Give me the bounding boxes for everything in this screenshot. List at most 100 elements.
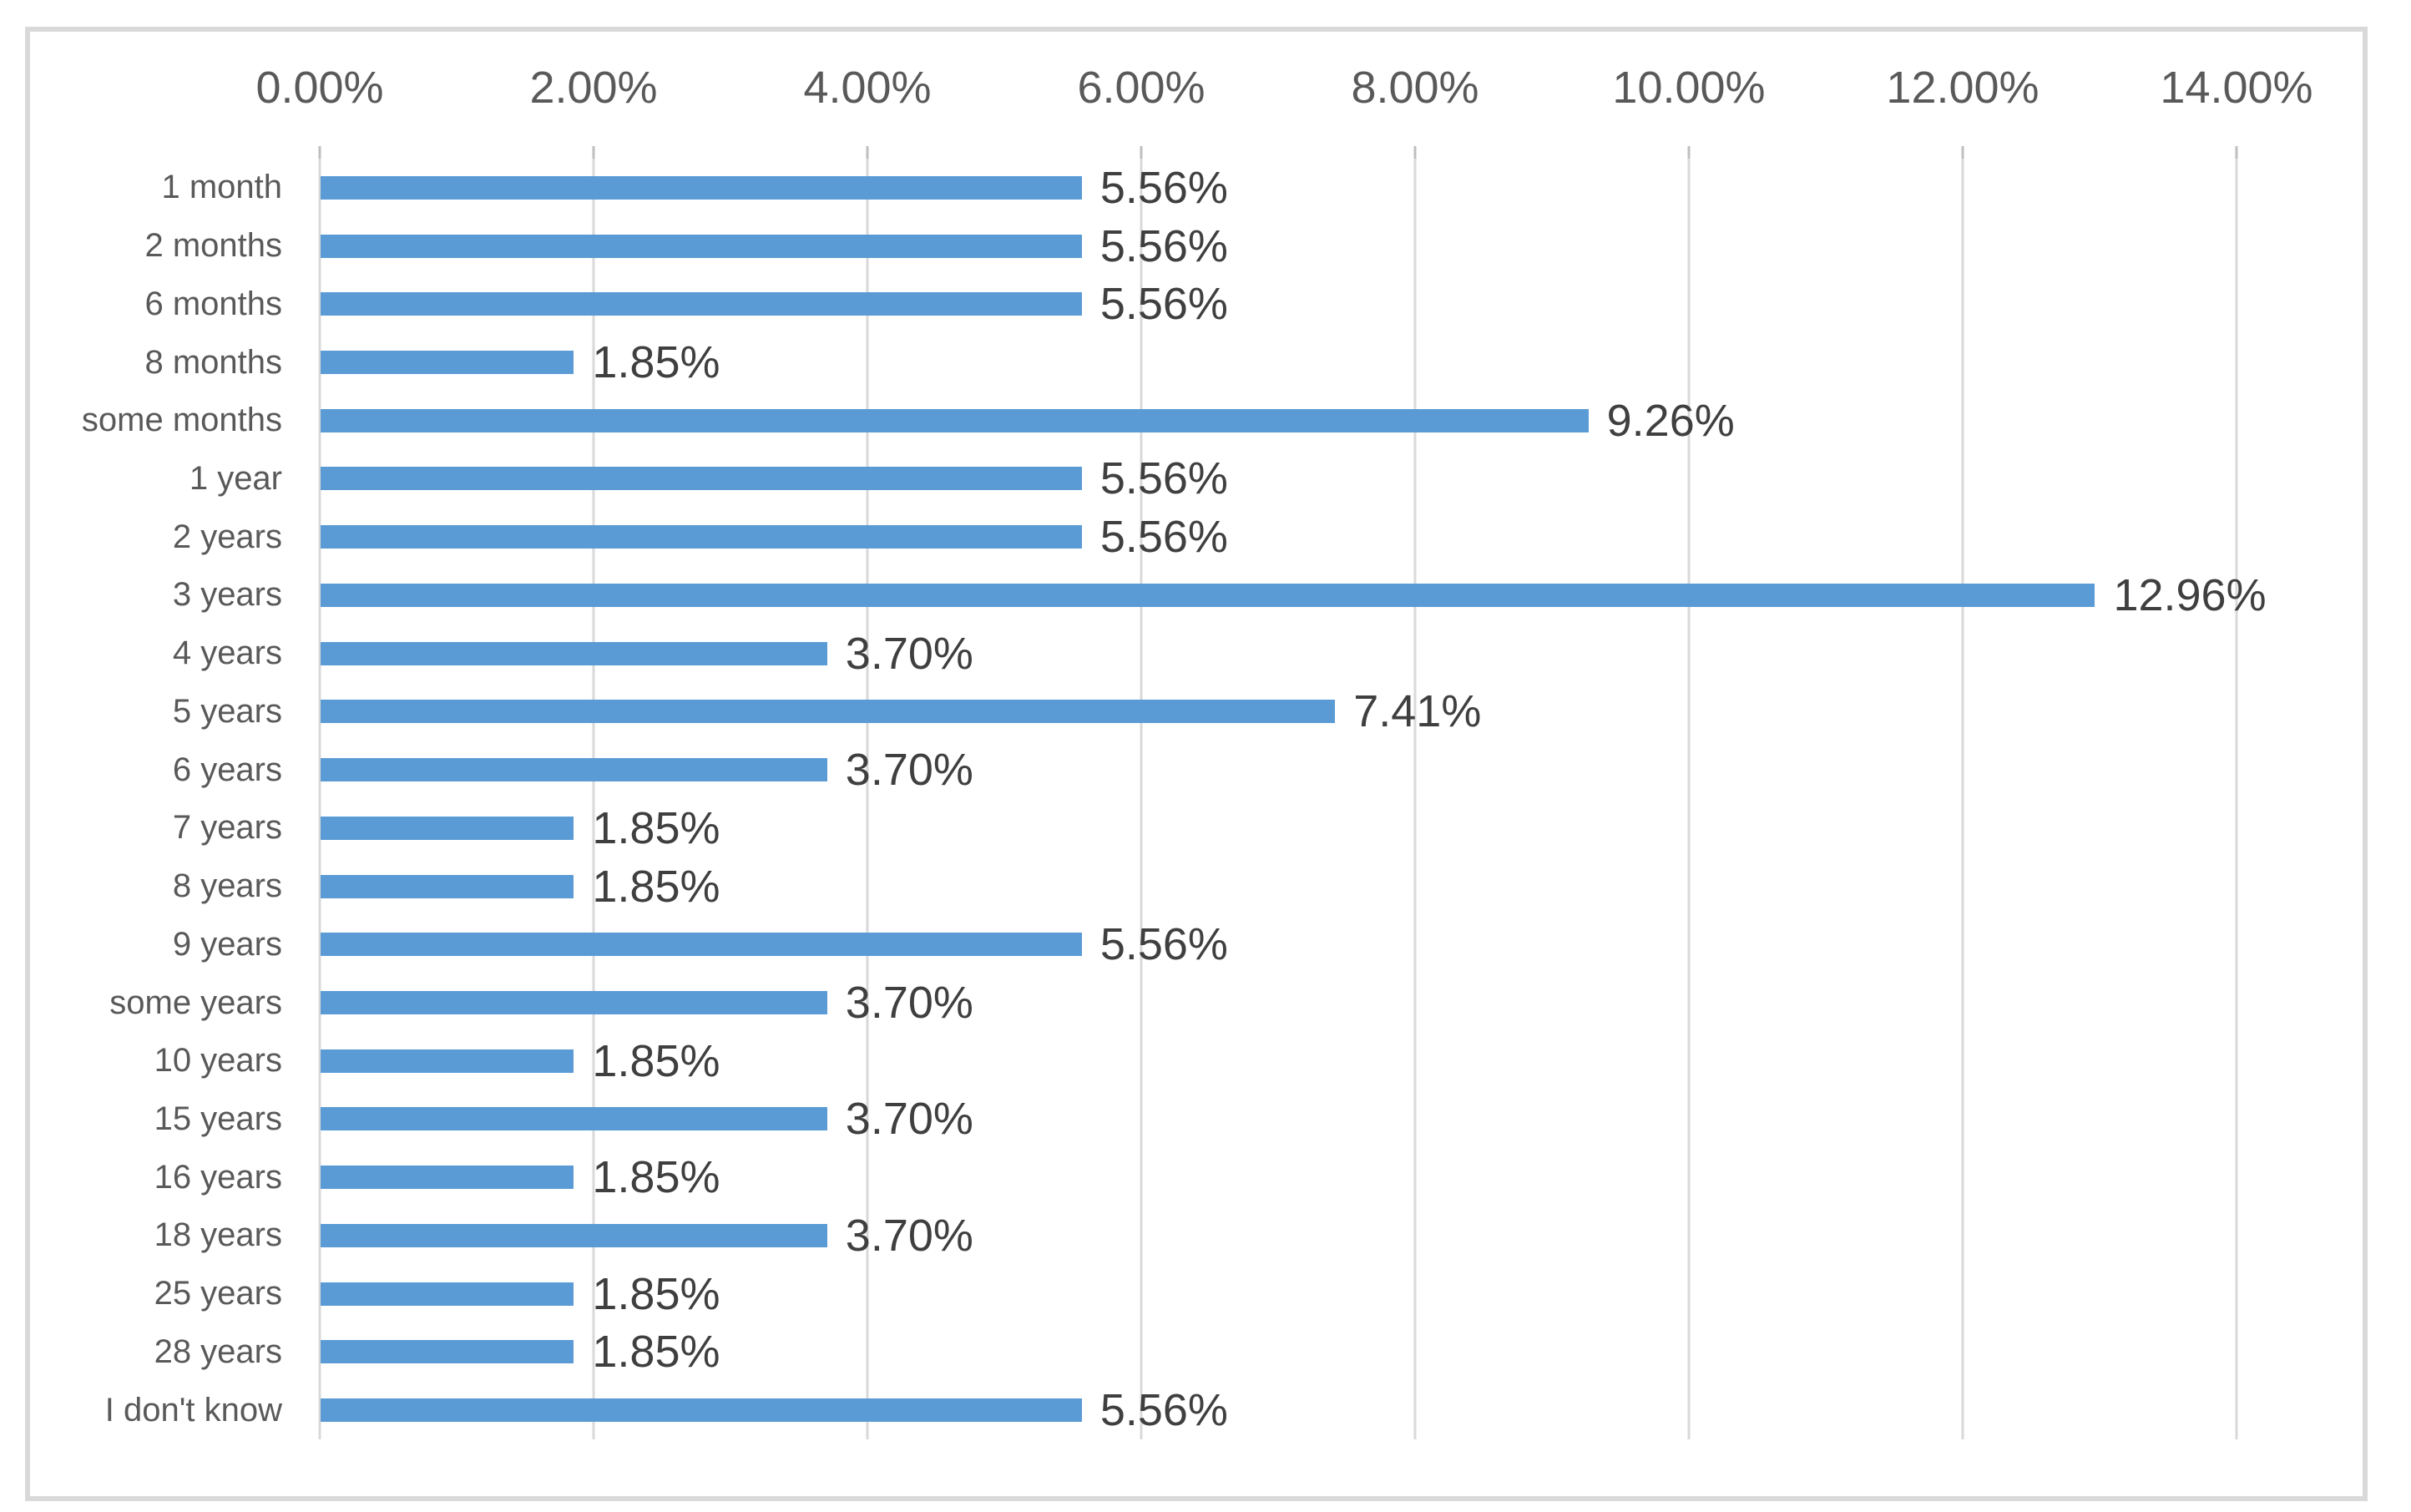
category-label: 8 months bbox=[144, 343, 282, 381]
category-label: 28 years bbox=[154, 1332, 282, 1370]
bar bbox=[321, 234, 1082, 258]
x-axis-tick-label: 10.00% bbox=[1612, 63, 1766, 113]
category-label: 25 years bbox=[154, 1275, 282, 1312]
bar-row: 16 years 1.85% bbox=[30, 1148, 2363, 1206]
x-axis-tick-mark bbox=[318, 146, 321, 159]
category-label: 3 years bbox=[172, 576, 282, 614]
value-label: 1.85% bbox=[592, 337, 720, 388]
vertical-gridline bbox=[1413, 159, 1417, 1439]
bar bbox=[321, 292, 1082, 316]
bar-row: 15 years 3.70% bbox=[30, 1090, 2363, 1149]
x-axis-tick-mark bbox=[1687, 146, 1691, 159]
value-label: 5.56% bbox=[1099, 512, 1228, 563]
x-axis-tick-label: 0.00% bbox=[255, 63, 384, 113]
vertical-gridline bbox=[1961, 159, 1964, 1439]
x-axis-tick-label: 12.00% bbox=[1886, 63, 2039, 113]
bar bbox=[321, 1398, 1082, 1423]
bar bbox=[321, 525, 1082, 549]
value-label: 3.70% bbox=[845, 978, 973, 1029]
bar bbox=[321, 816, 574, 840]
value-label: 1.85% bbox=[592, 1268, 720, 1319]
bar-row: some months 9.26% bbox=[30, 392, 2363, 450]
bar-row: 28 years 1.85% bbox=[30, 1323, 2363, 1382]
vertical-gridline bbox=[1687, 159, 1691, 1439]
x-axis-tick-label: 6.00% bbox=[1077, 63, 1206, 113]
bar bbox=[321, 175, 1082, 200]
category-label: 9 years bbox=[172, 925, 282, 963]
category-label: 1 year bbox=[189, 459, 282, 497]
bar bbox=[321, 1166, 574, 1190]
bar bbox=[321, 991, 827, 1015]
bar-row: 18 years 3.70% bbox=[30, 1206, 2363, 1265]
bar-row: 6 years 3.70% bbox=[30, 741, 2363, 799]
chart-frame: 0.00% 2.00% 4.00% 6.00% 8.00% 10.00% 12.… bbox=[25, 27, 2368, 1501]
value-label: 1.85% bbox=[592, 802, 720, 853]
x-axis-tick-label: 8.00% bbox=[1351, 63, 1479, 113]
value-label: 5.56% bbox=[1099, 453, 1228, 504]
bar bbox=[321, 467, 1082, 491]
bar bbox=[321, 351, 574, 375]
x-axis-tick-mark bbox=[1140, 146, 1143, 159]
x-axis-tick-mark bbox=[2235, 146, 2238, 159]
bar bbox=[321, 1223, 827, 1247]
category-label: 16 years bbox=[154, 1158, 282, 1196]
category-label: 4 years bbox=[172, 635, 282, 672]
value-label: 1.85% bbox=[592, 1152, 720, 1203]
bar bbox=[321, 1282, 574, 1306]
bar-row: 8 months 1.85% bbox=[30, 333, 2363, 392]
vertical-gridline bbox=[318, 159, 321, 1439]
bar-row: 25 years 1.85% bbox=[30, 1265, 2363, 1323]
x-axis-tick-mark bbox=[1961, 146, 1964, 159]
value-label: 1.85% bbox=[592, 1035, 720, 1086]
category-label: I don't know bbox=[104, 1391, 282, 1429]
bar bbox=[321, 1107, 827, 1131]
x-axis-tick-label: 14.00% bbox=[2160, 63, 2313, 113]
value-label: 1.85% bbox=[592, 1327, 720, 1378]
bar bbox=[321, 933, 1082, 957]
bar bbox=[321, 874, 574, 898]
category-label: 6 years bbox=[172, 751, 282, 788]
vertical-gridline bbox=[1140, 159, 1143, 1439]
category-label: 5 years bbox=[172, 692, 282, 730]
value-label: 5.56% bbox=[1099, 1385, 1228, 1436]
value-label: 3.70% bbox=[845, 1094, 973, 1145]
bar-row: 7 years 1.85% bbox=[30, 799, 2363, 857]
vertical-gridline bbox=[592, 159, 595, 1439]
category-label: some years bbox=[109, 984, 282, 1021]
bar bbox=[321, 1340, 574, 1364]
value-label: 5.56% bbox=[1099, 220, 1228, 271]
x-axis-tick-mark bbox=[1413, 146, 1417, 159]
bar-row: I don't know 5.56% bbox=[30, 1381, 2363, 1439]
bar-row: 4 years 3.70% bbox=[30, 625, 2363, 683]
bar bbox=[321, 583, 2095, 607]
value-label: 12.96% bbox=[2113, 569, 2267, 620]
value-label: 7.41% bbox=[1353, 686, 1482, 737]
vertical-gridline bbox=[2235, 159, 2238, 1439]
bar-row: 2 years 5.56% bbox=[30, 508, 2363, 566]
category-label: 1 month bbox=[161, 169, 282, 206]
vertical-gridline bbox=[866, 159, 869, 1439]
category-label: some months bbox=[81, 402, 282, 439]
bar-row: 6 months 5.56% bbox=[30, 275, 2363, 333]
bar-row: 5 years 7.41% bbox=[30, 683, 2363, 741]
bar-row: 1 year 5.56% bbox=[30, 450, 2363, 508]
category-label: 7 years bbox=[172, 809, 282, 847]
value-label: 3.70% bbox=[845, 628, 973, 679]
value-label: 5.56% bbox=[1099, 919, 1228, 970]
bar bbox=[321, 408, 1589, 432]
value-label: 3.70% bbox=[845, 1210, 973, 1261]
x-axis-tick-mark bbox=[592, 146, 595, 159]
bar bbox=[321, 641, 827, 665]
value-label: 3.70% bbox=[845, 745, 973, 796]
value-label: 5.56% bbox=[1099, 162, 1228, 213]
bar-row: 2 months 5.56% bbox=[30, 217, 2363, 276]
bar-row: 10 years 1.85% bbox=[30, 1032, 2363, 1090]
plot-region: 0.00% 2.00% 4.00% 6.00% 8.00% 10.00% 12.… bbox=[30, 32, 2363, 1496]
bar bbox=[321, 758, 827, 782]
value-label: 1.85% bbox=[592, 861, 720, 912]
bar-row: 9 years 5.56% bbox=[30, 915, 2363, 973]
bar-row: some years 3.70% bbox=[30, 973, 2363, 1032]
bar-row: 8 years 1.85% bbox=[30, 857, 2363, 916]
category-label: 18 years bbox=[154, 1216, 282, 1254]
